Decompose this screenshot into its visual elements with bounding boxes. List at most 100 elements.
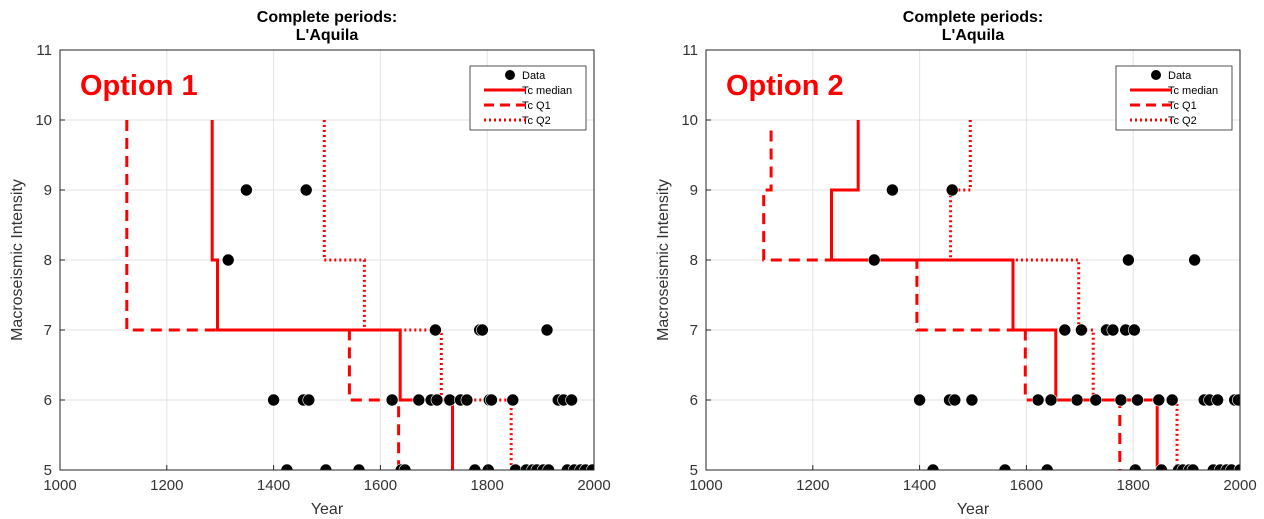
legend-label-data: Data: [522, 70, 546, 82]
data-point: [1040, 463, 1054, 470]
data-point: [299, 183, 313, 197]
x-tick-label: 2000: [1223, 477, 1256, 494]
legend: Data Tc median Tc Q1 Tc Q2: [469, 65, 587, 131]
x-tick-label: 1200: [150, 477, 183, 494]
series-line-tc-q1: [125, 120, 401, 470]
chart-panel-left: 1000 1200 1400 1600 1800 2000 5 6 7 8 9 10 11 Comple…: [9, 9, 611, 518]
y-tick-label: 6: [44, 392, 52, 409]
chart-panel-right: 1000 1200 1400 1600 1800 2000 5 6 7 8 9 10 11 Comple…: [655, 9, 1257, 518]
series-line-tc-q2: [322, 120, 513, 470]
y-tick-label: 5: [690, 462, 698, 479]
data-point: [352, 463, 366, 470]
data-point: [1233, 463, 1240, 470]
x-tick-label: 1800: [1117, 477, 1150, 494]
data-point: [1114, 393, 1128, 407]
data-point: [1186, 463, 1200, 470]
y-tick-label: 9: [690, 182, 698, 199]
x-axis-label: Year: [957, 501, 990, 518]
x-tick-label: 1000: [43, 477, 76, 494]
data-point: [443, 393, 457, 407]
y-tick-label: 11: [36, 42, 52, 59]
x-tick-label: 1400: [257, 477, 290, 494]
option-annotation: Option 2: [726, 70, 844, 102]
data-point: [1232, 393, 1240, 407]
data-point: [1070, 393, 1084, 407]
data-point: [506, 393, 520, 407]
y-tick-label: 11: [682, 42, 698, 59]
y-tick-label: 8: [44, 252, 52, 269]
data-point: [1188, 253, 1201, 267]
x-tick-label: 1000: [689, 477, 722, 494]
option-annotation: Option 1: [80, 70, 198, 102]
chart-title-line-2: L'Aquila: [296, 27, 359, 44]
y-tick-label: 6: [690, 392, 698, 409]
legend: Data Tc median Tc Q1 Tc Q2: [1115, 65, 1233, 131]
data-point: [1155, 463, 1168, 470]
legend-marker-data: [505, 70, 515, 80]
data-point: [240, 183, 253, 197]
legend-label-tc-q2: Tc Q2: [1168, 115, 1197, 127]
x-axis-label: Year: [311, 501, 344, 518]
y-tick-label: 5: [44, 462, 52, 479]
data-point: [509, 463, 522, 470]
data-point: [1058, 323, 1072, 337]
data-point: [1152, 393, 1166, 407]
data-point: [429, 323, 442, 337]
data-point: [267, 393, 280, 407]
legend-label-tc-q1: Tc Q1: [522, 100, 551, 112]
data-point: [412, 393, 426, 407]
y-axis-label: Macroseismic Intensity: [655, 179, 672, 341]
chart-title-line-2: L'Aquila: [942, 27, 1005, 44]
y-tick-label: 10: [35, 112, 52, 129]
data-point: [468, 463, 482, 470]
data-point: [540, 323, 554, 337]
data-point: [1089, 393, 1103, 407]
data-point: [945, 183, 959, 197]
y-tick-label: 7: [690, 322, 698, 339]
data-point: [398, 463, 412, 470]
data-point: [1106, 323, 1120, 337]
y-tick-label: 8: [690, 252, 698, 269]
y-tick-label: 9: [44, 182, 52, 199]
legend-label-tc-q2: Tc Q2: [522, 115, 551, 127]
data-point: [460, 393, 474, 407]
axis-ticks: 1000 1200 1400 1600 1800 2000 5 6 7 8 9 10 11: [681, 42, 1256, 494]
data-point: [385, 393, 399, 407]
data-point: [565, 393, 578, 407]
x-tick-label: 2000: [577, 477, 610, 494]
x-tick-label: 1400: [903, 477, 936, 494]
data-point: [948, 393, 962, 407]
y-tick-label: 7: [44, 322, 52, 339]
data-point: [886, 183, 899, 197]
data-point: [1211, 393, 1224, 407]
data-point: [1031, 393, 1045, 407]
data-point: [867, 253, 881, 267]
legend-label-tc-median: Tc median: [1168, 85, 1218, 97]
legend-marker-data: [1151, 70, 1161, 80]
data-point: [926, 463, 940, 470]
data-point: [1075, 323, 1088, 337]
y-axis-label: Macroseismic Intensity: [9, 179, 26, 341]
data-point: [1044, 393, 1058, 407]
data-point: [998, 463, 1012, 470]
x-tick-label: 1600: [364, 477, 397, 494]
legend-label-data: Data: [1168, 70, 1192, 82]
data-point: [302, 393, 316, 407]
data-point: [1128, 323, 1141, 337]
data-point: [319, 463, 333, 470]
data-point: [965, 393, 979, 407]
data-point: [586, 463, 594, 470]
grid-lines: [59, 49, 595, 471]
data-point: [482, 463, 495, 470]
legend-label-tc-median: Tc median: [522, 85, 572, 97]
plot-area: [125, 120, 594, 470]
y-tick-label: 10: [681, 112, 698, 129]
chart-title-line-1: Complete periods:: [257, 9, 397, 26]
data-point: [280, 463, 294, 470]
x-tick-label: 1600: [1010, 477, 1043, 494]
data-point: [1131, 393, 1144, 407]
data-point: [1122, 253, 1135, 267]
data-point: [1165, 393, 1179, 407]
x-tick-label: 1200: [796, 477, 829, 494]
